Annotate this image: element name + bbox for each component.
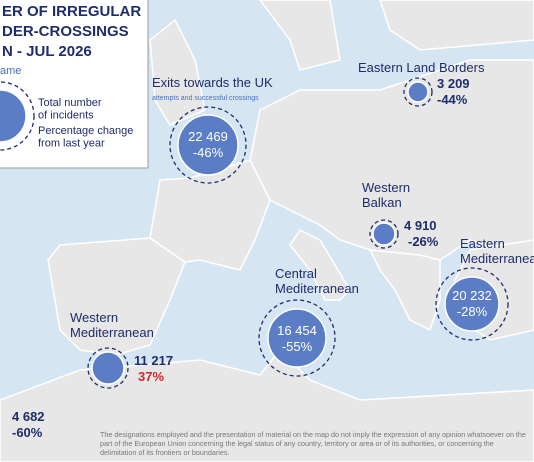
route-change: -60%	[12, 425, 43, 440]
balkans	[368, 249, 441, 332]
legend-circle	[0, 89, 27, 143]
legend-title: N - JUL 2026	[2, 43, 92, 60]
route-incidents: 11 217	[134, 353, 173, 368]
text-line: of incidents	[38, 110, 94, 122]
legend-title: DER-CROSSINGS	[2, 23, 129, 40]
central-europe	[249, 59, 534, 261]
route-incidents: 4 682	[12, 409, 45, 424]
route-name: Western Mediterranean	[70, 310, 154, 340]
route-ring	[403, 77, 433, 107]
route-change: -55%	[282, 339, 313, 354]
route-ring	[87, 347, 129, 389]
text-line: Western	[362, 180, 410, 195]
route-circle	[267, 308, 327, 368]
route-change: 37%	[138, 369, 164, 384]
route-name: Eastern Land Borders	[358, 60, 485, 75]
route-incidents: 16 454	[277, 323, 317, 338]
disclaimer: The designations employed and the presen…	[100, 430, 526, 457]
route-subtitle: attempts and successful crossings	[152, 95, 259, 102]
legend: ER OF IRREGULAR DER-CROSSINGS N - JUL 20…	[0, 0, 149, 169]
route-name: Central Mediterranean	[275, 266, 359, 296]
route-circle	[91, 351, 125, 385]
text-line: Mediterranean	[275, 281, 359, 296]
france	[149, 159, 271, 271]
finland	[379, 0, 534, 51]
route-incidents: 20 232	[452, 288, 492, 303]
route-circle	[177, 114, 239, 176]
route-incidents: 4 910	[404, 218, 437, 233]
britain	[149, 18, 206, 126]
route-ring	[258, 299, 336, 377]
legend-title: ER OF IRREGULAR	[2, 3, 141, 20]
route-circle	[407, 81, 429, 103]
route-name: EasternMediterranean	[460, 236, 534, 266]
route-change: -26%	[408, 234, 439, 249]
route-change: -44%	[437, 92, 468, 107]
route-change: -28%	[457, 304, 488, 319]
route-change: -46%	[193, 145, 224, 160]
legend-ring	[0, 81, 35, 151]
route-name: Western Balkan	[362, 180, 410, 210]
text-line: Mediterranean	[460, 251, 534, 266]
route-incidents: 3 209	[437, 76, 470, 91]
legend-label: Percentage change from last year	[38, 125, 133, 150]
text-line: Western	[70, 310, 118, 325]
italy	[289, 229, 351, 301]
route-incidents: 22 469	[188, 129, 228, 144]
scandinavia	[259, 0, 341, 71]
route-circle	[444, 276, 500, 332]
text-line: Eastern	[460, 236, 505, 251]
route-ring	[435, 267, 509, 341]
text-line: Central	[275, 266, 317, 281]
route-ring	[169, 106, 247, 184]
text-line: Balkan	[362, 195, 402, 210]
legend-box	[0, 0, 149, 169]
legend-label: Total number of incidents	[38, 97, 102, 122]
text-line: Percentage change	[38, 125, 133, 137]
route-ring	[369, 219, 399, 249]
text-line: from last year	[38, 138, 105, 150]
legend-name: ame	[0, 65, 21, 77]
text-line: Mediterranean	[70, 325, 154, 340]
route-circle	[372, 222, 396, 246]
text-line: Total number	[38, 97, 102, 109]
route-name: Exits towards the UK	[152, 75, 273, 90]
